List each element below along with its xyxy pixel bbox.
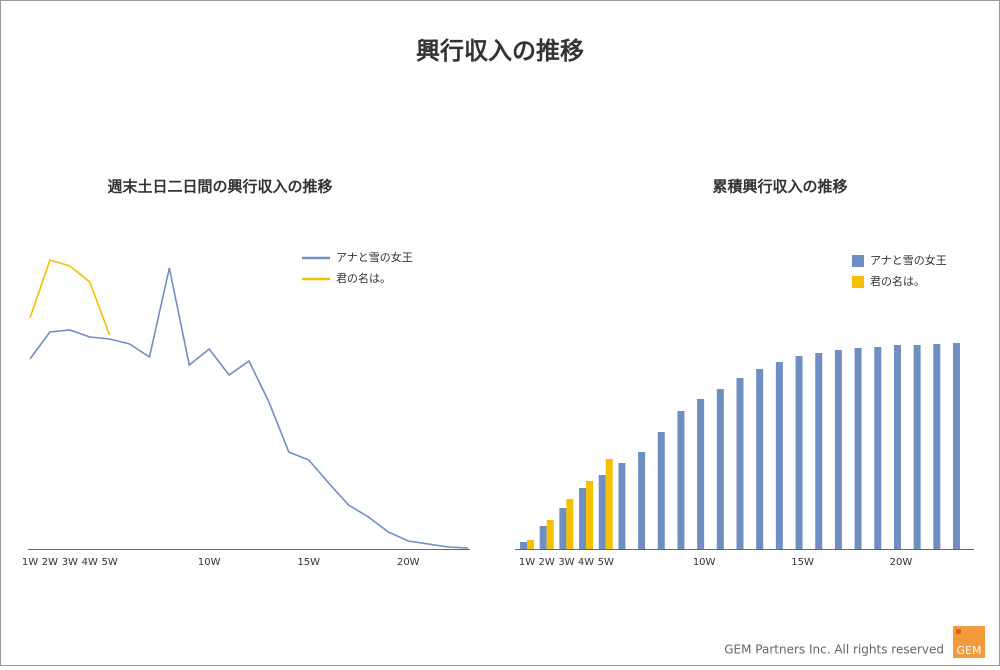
logo-text: GEM <box>957 644 982 657</box>
legend-label: 君の名は。 <box>336 271 391 285</box>
bar <box>834 350 842 549</box>
x-tick-label: 5W <box>102 557 118 568</box>
bar <box>566 499 574 549</box>
x-tick-label: 3W <box>62 557 78 568</box>
chart-title: 累積興行収入の推移 <box>712 178 847 196</box>
bar <box>716 389 724 549</box>
bar <box>953 343 960 549</box>
x-tick-label: 20W <box>890 557 913 568</box>
bar <box>605 459 613 549</box>
legend-label: アナと雪の女王 <box>336 250 413 264</box>
x-tick-label: 10W <box>198 557 221 568</box>
bar <box>756 369 764 549</box>
bar <box>618 463 626 549</box>
x-tick-label: 4W <box>82 557 98 568</box>
bar <box>815 353 823 549</box>
copyright: GEM Partners Inc. All rights reserved <box>724 643 944 657</box>
bar <box>677 411 685 549</box>
bar <box>854 348 862 549</box>
bar <box>579 488 587 549</box>
bar <box>874 347 882 549</box>
bar <box>598 475 606 549</box>
bar <box>775 362 783 549</box>
legend-label: 君の名は。 <box>870 274 925 288</box>
legend-swatch <box>852 255 864 267</box>
x-tick-label: 15W <box>791 557 814 568</box>
x-tick-label: 5W <box>598 557 614 568</box>
bar <box>586 481 594 549</box>
x-tick-label: 20W <box>397 557 420 568</box>
x-tick-label: 3W <box>558 557 574 568</box>
series-line <box>29 267 469 549</box>
logo-dot <box>956 629 961 634</box>
bar <box>559 508 567 549</box>
x-tick-label: 15W <box>297 557 320 568</box>
bar <box>697 399 705 549</box>
x-tick-label: 1W <box>519 557 535 568</box>
bar <box>795 356 803 549</box>
x-tick-label: 10W <box>693 557 716 568</box>
bar <box>520 542 527 549</box>
x-tick-label: 2W <box>42 557 58 568</box>
bar <box>657 432 665 549</box>
bar <box>933 344 941 549</box>
chart-title: 週末土日二日間の興行収入の推移 <box>107 178 332 196</box>
x-tick-label: 1W <box>22 557 38 568</box>
bar <box>539 526 547 549</box>
legend-label: アナと雪の女王 <box>870 253 947 267</box>
bar <box>736 378 744 549</box>
bar <box>638 452 646 549</box>
x-tick-label: 4W <box>578 557 594 568</box>
bar <box>546 520 554 549</box>
slide-title: 興行収入の推移 <box>416 37 584 65</box>
legend-swatch <box>852 276 864 288</box>
series-line <box>29 259 111 336</box>
bar <box>893 345 901 549</box>
bar <box>913 345 921 549</box>
x-tick-label: 2W <box>539 557 555 568</box>
bar <box>527 540 534 549</box>
